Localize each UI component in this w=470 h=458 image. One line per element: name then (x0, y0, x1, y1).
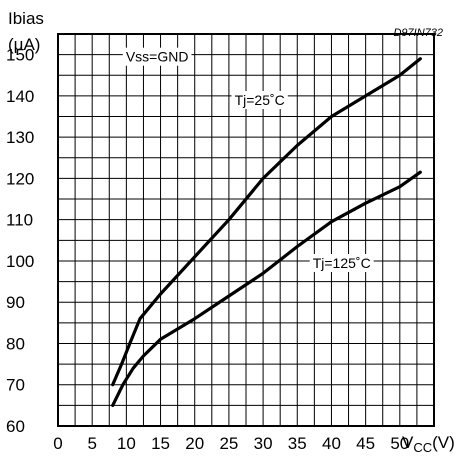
x-axis-label-main: V (402, 433, 414, 452)
y-tick-label: 100 (6, 252, 34, 271)
series-lines (111, 57, 422, 407)
y-tick-label: 90 (6, 293, 25, 312)
annotation-label: Tj=25˚C (235, 92, 285, 108)
x-tick-label: 20 (185, 434, 204, 453)
x-tick-label: 35 (288, 434, 307, 453)
x-tick-labels: 0 5 10 15 20 25 30 35 40 45 50 (53, 434, 409, 453)
figure-code: D97IN732 (393, 27, 443, 39)
y-tick-label: 70 (6, 376, 25, 395)
y-axis-label-line2: (μA) (8, 35, 40, 54)
annotation-label: Vss=GND (126, 49, 189, 65)
x-tick-label: 0 (53, 434, 62, 453)
annotation-label: Tj=125˚C (313, 255, 371, 271)
x-tick-label: 25 (219, 434, 238, 453)
plot-frame (57, 33, 435, 427)
x-axis-label-sub: CC (413, 440, 432, 455)
series-line-tj-125c (111, 170, 422, 407)
y-tick-label: 110 (6, 211, 33, 230)
annotations: Vss=GND Tj=25˚C Tj=125˚C (122, 47, 374, 273)
y-axis-label-line1: Ibias (8, 9, 44, 28)
annotation-background (231, 91, 288, 110)
x-tick-label: 10 (117, 434, 136, 453)
y-tick-label: 60 (6, 417, 25, 436)
y-tick-label: 80 (6, 334, 25, 353)
annotation-background (309, 254, 374, 273)
y-tick-labels: 60 70 80 90 100 110 120 130 140 150 (6, 46, 34, 436)
x-tick-label: 5 (87, 434, 96, 453)
y-tick-label: 120 (6, 169, 34, 188)
y-tick-label: 150 (6, 46, 34, 65)
x-tick-label: 45 (356, 434, 375, 453)
x-tick-label: 30 (254, 434, 273, 453)
x-tick-label: 15 (151, 434, 170, 453)
x-tick-label: 40 (322, 434, 341, 453)
series-line-tj-25c (111, 57, 422, 387)
x-axis-label: VCC(V) (402, 433, 455, 455)
y-tick-label: 140 (6, 87, 34, 106)
x-axis-label-unit: (V) (432, 433, 455, 452)
x-tick-label: 50 (390, 434, 409, 453)
annotation-background (122, 47, 192, 66)
y-tick-label: 130 (6, 128, 34, 147)
